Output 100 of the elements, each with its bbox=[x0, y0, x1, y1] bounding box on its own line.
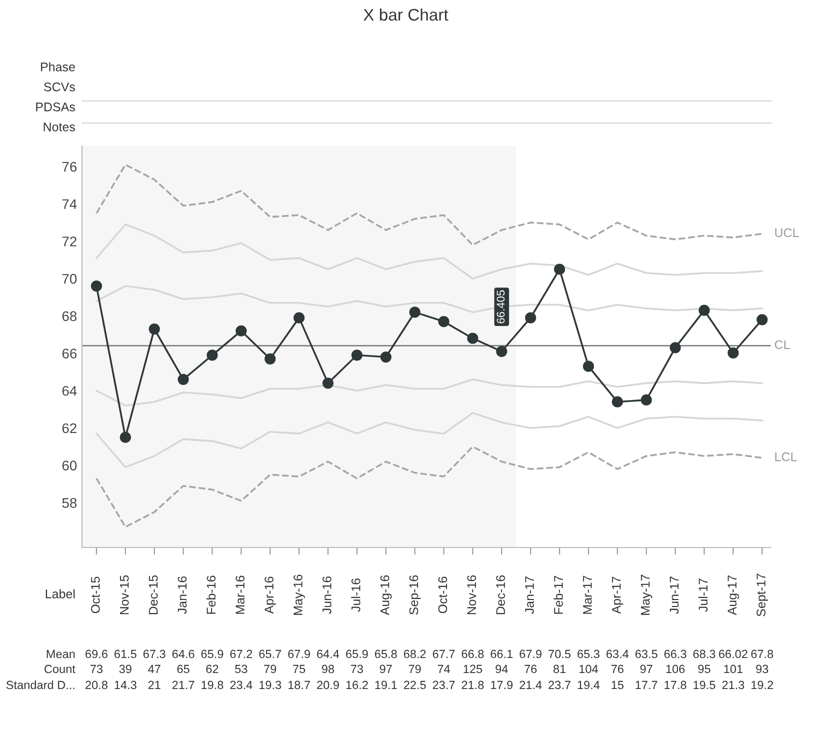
text: 19.1 bbox=[375, 680, 397, 690]
data-label: 68.2 bbox=[404, 650, 426, 658]
point bbox=[90, 280, 102, 292]
x-tick-label: Aug-17 bbox=[728, 575, 740, 616]
data-label: 66.02 bbox=[719, 650, 748, 658]
point bbox=[670, 342, 681, 354]
text: 23.7 bbox=[548, 680, 570, 690]
x-tick-label: Nov-16 bbox=[467, 575, 476, 614]
text: 19.4 bbox=[578, 680, 600, 690]
text: 65 bbox=[177, 664, 190, 674]
point bbox=[264, 353, 276, 364]
x-tick-label: May-16 bbox=[294, 574, 305, 615]
x-tick-label: Jun-16 bbox=[322, 576, 332, 614]
text: Notes bbox=[44, 122, 75, 132]
text: 17.9 bbox=[491, 680, 513, 690]
text: 17.8 bbox=[664, 680, 686, 690]
point bbox=[148, 323, 160, 335]
point bbox=[409, 306, 420, 318]
text: Standard D... bbox=[6, 680, 74, 690]
data-label: 67.9 bbox=[520, 650, 542, 658]
series-label: LCL bbox=[775, 452, 797, 462]
text: 23.4 bbox=[230, 680, 252, 690]
data-label: 63.4 bbox=[606, 650, 629, 658]
text: 23.7 bbox=[432, 680, 455, 690]
x-tick-label: Feb-17 bbox=[554, 576, 563, 614]
data-label: 61.5 bbox=[114, 650, 136, 658]
text: 39 bbox=[119, 664, 132, 674]
text: 94 bbox=[496, 664, 508, 674]
y-tick-label: 66 bbox=[62, 348, 77, 358]
text: 19.2 bbox=[752, 680, 774, 690]
text: 76 bbox=[524, 664, 537, 674]
text: 74 bbox=[438, 664, 450, 674]
x-tick-label: Oct-16 bbox=[438, 576, 448, 614]
data-label: 65.7 bbox=[259, 650, 282, 658]
text: 79 bbox=[408, 664, 421, 674]
text: 19.8 bbox=[202, 680, 224, 690]
line-series bbox=[96, 446, 764, 528]
data-label: 66.3 bbox=[664, 650, 686, 658]
text: 101 bbox=[724, 664, 742, 674]
text: 75 bbox=[293, 664, 306, 674]
data-label: 65.9 bbox=[201, 650, 224, 658]
x-tick-label: Jul-17 bbox=[698, 578, 708, 612]
data-label: 67.9 bbox=[288, 650, 310, 658]
data-label: 65.9 bbox=[346, 650, 368, 658]
text: 15 bbox=[612, 680, 624, 690]
x-tick-label: Jun-17 bbox=[670, 576, 679, 614]
data-label: 66.1 bbox=[490, 650, 513, 658]
point bbox=[496, 346, 508, 357]
x-tick-label: Feb-16 bbox=[206, 576, 216, 614]
text: 79 bbox=[264, 664, 276, 674]
x-tick-label: Jul-16 bbox=[351, 578, 360, 612]
x-tick-label: Jan-16 bbox=[178, 576, 187, 614]
data-label: 68.3 bbox=[693, 650, 716, 658]
point bbox=[380, 351, 392, 363]
x-tick-label: Sep-16 bbox=[409, 575, 421, 615]
point bbox=[206, 350, 218, 361]
text: 104 bbox=[580, 664, 598, 674]
x-tick-label: Mar-17 bbox=[583, 576, 592, 614]
ref-line-label: CL bbox=[774, 340, 790, 350]
point bbox=[178, 374, 189, 385]
text: 73 bbox=[350, 664, 363, 674]
x-tick-label: Jan-17 bbox=[525, 576, 534, 614]
text: 20.9 bbox=[317, 680, 339, 690]
point bbox=[438, 316, 450, 328]
y-tick-label: 62 bbox=[62, 423, 76, 434]
data-label: 67.8 bbox=[751, 650, 774, 658]
line-series bbox=[96, 378, 764, 406]
text: 76 bbox=[611, 664, 624, 674]
point bbox=[612, 396, 623, 408]
text: 53 bbox=[235, 664, 248, 674]
text: 14.3 bbox=[114, 680, 136, 690]
point bbox=[351, 350, 362, 361]
y-tick-label: 64 bbox=[62, 386, 77, 396]
x-tick-label: Dec-16 bbox=[496, 575, 506, 614]
text: 21 bbox=[148, 680, 160, 690]
text: 97 bbox=[640, 664, 652, 674]
point bbox=[698, 304, 710, 316]
line-series bbox=[96, 164, 764, 246]
point bbox=[525, 312, 536, 324]
text: 21.3 bbox=[722, 680, 744, 690]
data-label: 69.6 bbox=[86, 650, 108, 658]
text: 16.2 bbox=[346, 680, 368, 690]
text: 21.8 bbox=[462, 680, 484, 690]
text: Phase bbox=[41, 62, 75, 72]
x-tick-label: Aug-16 bbox=[380, 575, 392, 616]
text: 97 bbox=[380, 664, 392, 674]
line-series bbox=[96, 412, 764, 468]
text: 47 bbox=[148, 664, 160, 674]
point bbox=[582, 360, 594, 372]
point bbox=[322, 378, 334, 389]
x-tick-label: May-17 bbox=[640, 574, 652, 615]
text: 19.5 bbox=[694, 680, 716, 690]
text: Mean bbox=[46, 650, 75, 658]
data-label: 63.5 bbox=[635, 650, 658, 658]
point bbox=[640, 394, 652, 406]
point bbox=[120, 432, 131, 443]
text: 20.8 bbox=[86, 680, 108, 690]
data-label: 70.5 bbox=[548, 650, 571, 658]
y-tick-label: 70 bbox=[62, 274, 77, 284]
text: 18.7 bbox=[288, 680, 310, 690]
